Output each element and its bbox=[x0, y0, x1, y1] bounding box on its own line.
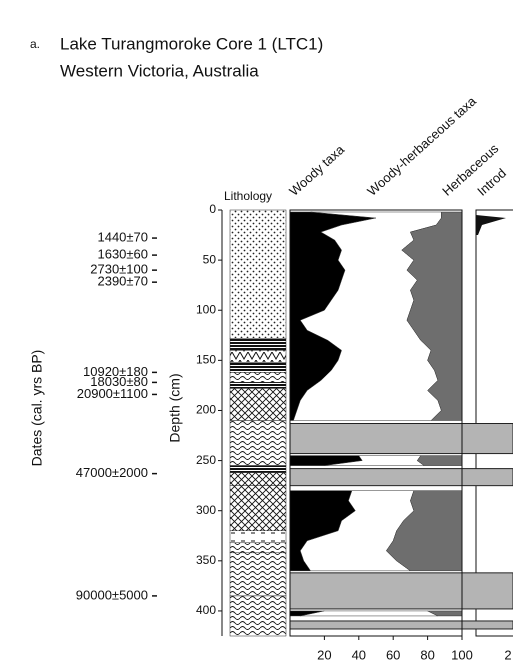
depth-tick-label: 250 bbox=[196, 453, 216, 467]
date-label: 10920±180 bbox=[83, 364, 148, 379]
introduced-box bbox=[475, 209, 513, 637]
lithology-unit bbox=[229, 542, 287, 554]
depth-tick-label: 400 bbox=[196, 603, 216, 617]
date-label: 20900±1100 bbox=[77, 386, 148, 401]
lithology-unit bbox=[229, 362, 287, 373]
x-tick-label: 80 bbox=[420, 647, 434, 662]
lithology-unit bbox=[229, 350, 287, 363]
depth-tick-label: 150 bbox=[196, 353, 216, 367]
area-2 bbox=[401, 211, 462, 421]
date-label: 1630±60 bbox=[97, 247, 148, 262]
gap-band bbox=[289, 468, 513, 487]
area-2 bbox=[427, 610, 462, 617]
introduced-trace bbox=[476, 215, 506, 236]
lithology-unit bbox=[229, 465, 287, 473]
lithology-unit bbox=[229, 472, 287, 486]
plot bbox=[290, 210, 462, 636]
lithology-unit bbox=[229, 382, 287, 389]
date-label: 47000±2000 bbox=[76, 465, 148, 480]
date-label: 1440±70 bbox=[97, 230, 148, 245]
gap-band bbox=[289, 620, 513, 630]
x-tick-label: 60 bbox=[386, 647, 400, 662]
lithology-unit bbox=[229, 388, 287, 421]
date-label: 2730±100 bbox=[90, 262, 148, 277]
plot-frame bbox=[289, 209, 463, 637]
x-tick-label: 20 bbox=[317, 647, 331, 662]
depth-tick-label: 0 bbox=[209, 202, 216, 216]
x-tick-label: 100 bbox=[451, 647, 473, 662]
date-label: 2390±70 bbox=[97, 274, 148, 289]
lithology-unit bbox=[229, 420, 287, 466]
area-2 bbox=[385, 490, 462, 572]
depth-tick-label: 300 bbox=[196, 503, 216, 517]
lithology-unit bbox=[229, 485, 287, 532]
depth-tick-label: 50 bbox=[203, 252, 217, 266]
title: Lake Turangmoroke Core 1 (LTC1) bbox=[60, 34, 323, 53]
lithology-unit bbox=[229, 595, 287, 637]
lithology-unit bbox=[229, 530, 287, 544]
x-tick-label: 40 bbox=[352, 647, 366, 662]
panel-label: a. bbox=[30, 37, 40, 51]
date-label: 90000±5000 bbox=[76, 587, 148, 602]
subtitle: Western Victoria, Australia bbox=[60, 61, 259, 80]
lithology-label: Lithology bbox=[224, 189, 272, 203]
gap-band bbox=[289, 572, 513, 610]
lithology-unit bbox=[229, 209, 287, 339]
depth-tick-label: 350 bbox=[196, 553, 216, 567]
column-header: Woody taxa bbox=[286, 141, 347, 198]
depth-tick-label: 100 bbox=[196, 302, 216, 316]
introduced-tick-label: 2 bbox=[504, 647, 511, 662]
depth-label: Depth (cm) bbox=[167, 373, 183, 442]
depth-tick-label: 200 bbox=[196, 403, 216, 417]
dates-label: Dates (cal. yrs BP) bbox=[29, 350, 45, 467]
gap-band bbox=[289, 423, 513, 455]
lithology-unit bbox=[229, 552, 287, 597]
area-1 bbox=[300, 610, 439, 617]
date-label: 18030±80 bbox=[90, 374, 148, 389]
lithology-unit bbox=[229, 372, 287, 383]
area-2 bbox=[416, 455, 462, 466]
lithology-unit bbox=[229, 338, 287, 351]
